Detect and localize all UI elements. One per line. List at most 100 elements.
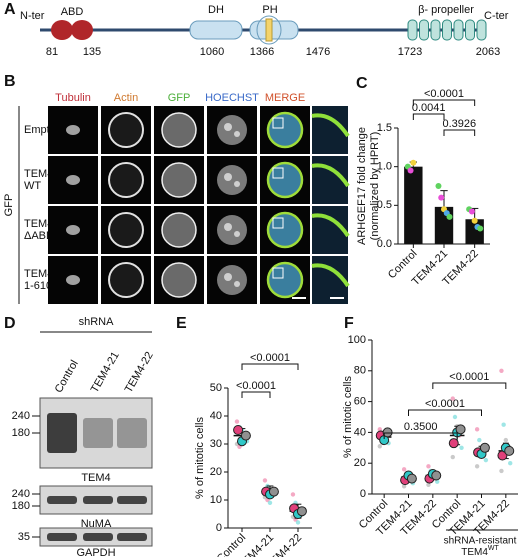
data-point: [471, 217, 478, 224]
significance-bracket: [432, 382, 507, 389]
residue-position: 1476: [306, 46, 330, 58]
band: [47, 496, 77, 504]
y-tick-label: 100: [348, 334, 366, 346]
zoom-box: [272, 217, 284, 229]
data-point: [401, 467, 407, 472]
replicate-mean: [233, 425, 244, 435]
data-point: [508, 461, 513, 466]
cell-signal: [108, 262, 144, 298]
cell-signal: [311, 213, 350, 238]
significance-bracket: [241, 391, 271, 398]
cell-signal: [224, 273, 232, 281]
p-value: <0.0001: [424, 88, 464, 100]
cell-signal: [311, 113, 350, 138]
band: [83, 496, 113, 504]
data-point: [267, 500, 273, 505]
data-point: [410, 159, 417, 166]
data-point: [477, 225, 484, 232]
y-axis-label: % of mitotic cells: [342, 376, 354, 458]
data-point: [499, 368, 504, 373]
data-point: [468, 208, 475, 215]
data-point: [295, 520, 301, 525]
y-tick-label: 20: [354, 457, 366, 469]
panel-label: A: [4, 1, 16, 18]
band: [47, 413, 77, 453]
column-header: GFP: [168, 92, 191, 104]
data-point: [426, 482, 431, 487]
replicate-mean: [382, 427, 393, 438]
abd-domain: [51, 20, 73, 40]
cell-signal: [217, 265, 247, 295]
y-tick-label: 20: [210, 466, 222, 478]
replicate-mean: [504, 445, 515, 456]
y-axis-label: % of mitotic cells: [194, 417, 206, 499]
marker-label: 35: [18, 531, 30, 543]
residue-position: 81: [46, 46, 58, 58]
data-point: [377, 444, 382, 449]
column-header: MERGE: [265, 92, 305, 104]
beta-propeller: [407, 19, 487, 41]
data-point: [452, 414, 458, 420]
data-point: [435, 479, 440, 484]
significance-bracket: [443, 129, 476, 136]
y-axis-label: (normalized by HPRT): [369, 132, 381, 241]
p-value: <0.0001: [449, 371, 489, 383]
n-term-label: N-ter: [20, 10, 45, 22]
p-value: <0.0001: [425, 398, 465, 410]
marker-label: 180: [12, 500, 30, 512]
replicate-mean: [455, 424, 466, 435]
group-label-sup: WT: [488, 545, 500, 552]
panel-label: C: [356, 75, 368, 92]
data-point: [262, 478, 268, 483]
y-tick-label: 0: [216, 522, 222, 534]
bar: [404, 166, 423, 244]
ph-domain: [249, 20, 299, 40]
y-tick-label: 1.0: [377, 161, 392, 173]
data-point: [450, 396, 455, 401]
column-header: HOECHST: [205, 92, 259, 104]
group-label: shRNA-resistant: [444, 536, 517, 547]
y-tick-label: 0: [360, 488, 366, 500]
blot-name: GAPDH: [76, 547, 115, 557]
domain-label: PH: [262, 4, 277, 16]
data-point: [290, 492, 296, 497]
blot-header: shRNA: [79, 316, 115, 328]
data-point: [234, 419, 240, 424]
p-value: 0.3500: [404, 421, 438, 433]
replicate-mean: [240, 430, 251, 441]
data-point: [377, 427, 382, 432]
blot-name: TEM4: [81, 472, 110, 484]
cell-signal: [217, 165, 247, 195]
y-tick-label: 10: [210, 494, 222, 506]
cell-signal: [108, 162, 144, 198]
c-term-label: C-ter: [484, 10, 509, 22]
panel-label: D: [4, 315, 16, 332]
y-tick-label: 40: [354, 426, 366, 438]
propeller-blade: [419, 19, 429, 41]
y-tick-label: 30: [210, 438, 222, 450]
cell-signal: [311, 263, 350, 288]
cell-signal: [266, 161, 304, 199]
propeller-blade: [465, 19, 475, 41]
y-tick-label: 40: [210, 410, 222, 422]
significance-bracket: [412, 113, 445, 120]
cell-signal: [66, 175, 80, 185]
cell-signal: [234, 131, 240, 137]
cell-signal: [266, 211, 304, 249]
cell-signal: [234, 281, 240, 287]
cell-signal: [311, 163, 350, 188]
data-point: [407, 167, 414, 174]
residue-position: 135: [83, 46, 101, 58]
row-label: 1-610: [24, 280, 52, 292]
p-value: <0.0001: [250, 352, 290, 364]
residue-position: 2063: [476, 46, 500, 58]
panel-label: E: [176, 315, 187, 332]
replicate-mean: [406, 473, 417, 484]
cell-signal: [234, 181, 240, 187]
cell-signal: [108, 112, 144, 148]
band: [117, 418, 147, 448]
cell-signal: [266, 111, 304, 149]
data-point: [438, 194, 445, 201]
replicate-mean: [479, 442, 490, 453]
data-point: [474, 464, 480, 469]
